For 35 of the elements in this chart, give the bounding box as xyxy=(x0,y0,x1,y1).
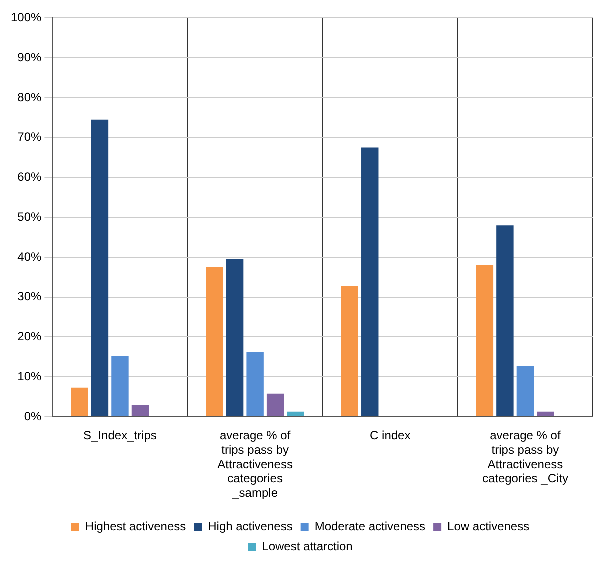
y-tick-label: 40% xyxy=(18,250,42,264)
x-tick-label: S_Index_trips xyxy=(84,428,157,443)
bar xyxy=(496,226,514,416)
legend-label: Lowest attarction xyxy=(262,539,353,554)
legend-label: High activeness xyxy=(208,519,293,534)
bar xyxy=(71,388,88,416)
x-tick-label: C index xyxy=(370,428,411,443)
bar xyxy=(266,394,284,416)
bar xyxy=(476,265,494,416)
y-tick-label: 60% xyxy=(18,170,42,184)
y-tick-label: 30% xyxy=(18,290,42,304)
legend-label: Highest activeness xyxy=(85,519,186,534)
y-tick-label: 10% xyxy=(18,369,42,384)
y-tick-label: 90% xyxy=(18,50,42,64)
y-tick-label: 70% xyxy=(18,130,42,144)
bar xyxy=(362,148,379,416)
bar xyxy=(537,412,554,416)
bar xyxy=(112,356,129,416)
bar xyxy=(516,366,534,416)
bar xyxy=(287,412,304,416)
bar xyxy=(246,352,264,416)
bar xyxy=(206,267,224,416)
y-tick-label: 0% xyxy=(24,409,42,424)
y-tick-label: 20% xyxy=(18,330,42,344)
legend-label: Low activeness xyxy=(448,519,530,534)
y-tick-label: 100% xyxy=(10,10,42,25)
bar xyxy=(91,120,109,416)
x-tick-label: average % of trips pass by Attractiveness categories _City xyxy=(482,428,568,486)
legend-label: Moderate activeness xyxy=(314,519,426,534)
bar xyxy=(341,286,358,416)
bar xyxy=(226,259,244,416)
y-tick-label: 80% xyxy=(18,90,42,104)
y-tick-label: 50% xyxy=(18,210,42,224)
x-tick-label: average % of trips pass by Attractiveness categories _sample xyxy=(218,428,293,500)
bar xyxy=(132,405,150,416)
